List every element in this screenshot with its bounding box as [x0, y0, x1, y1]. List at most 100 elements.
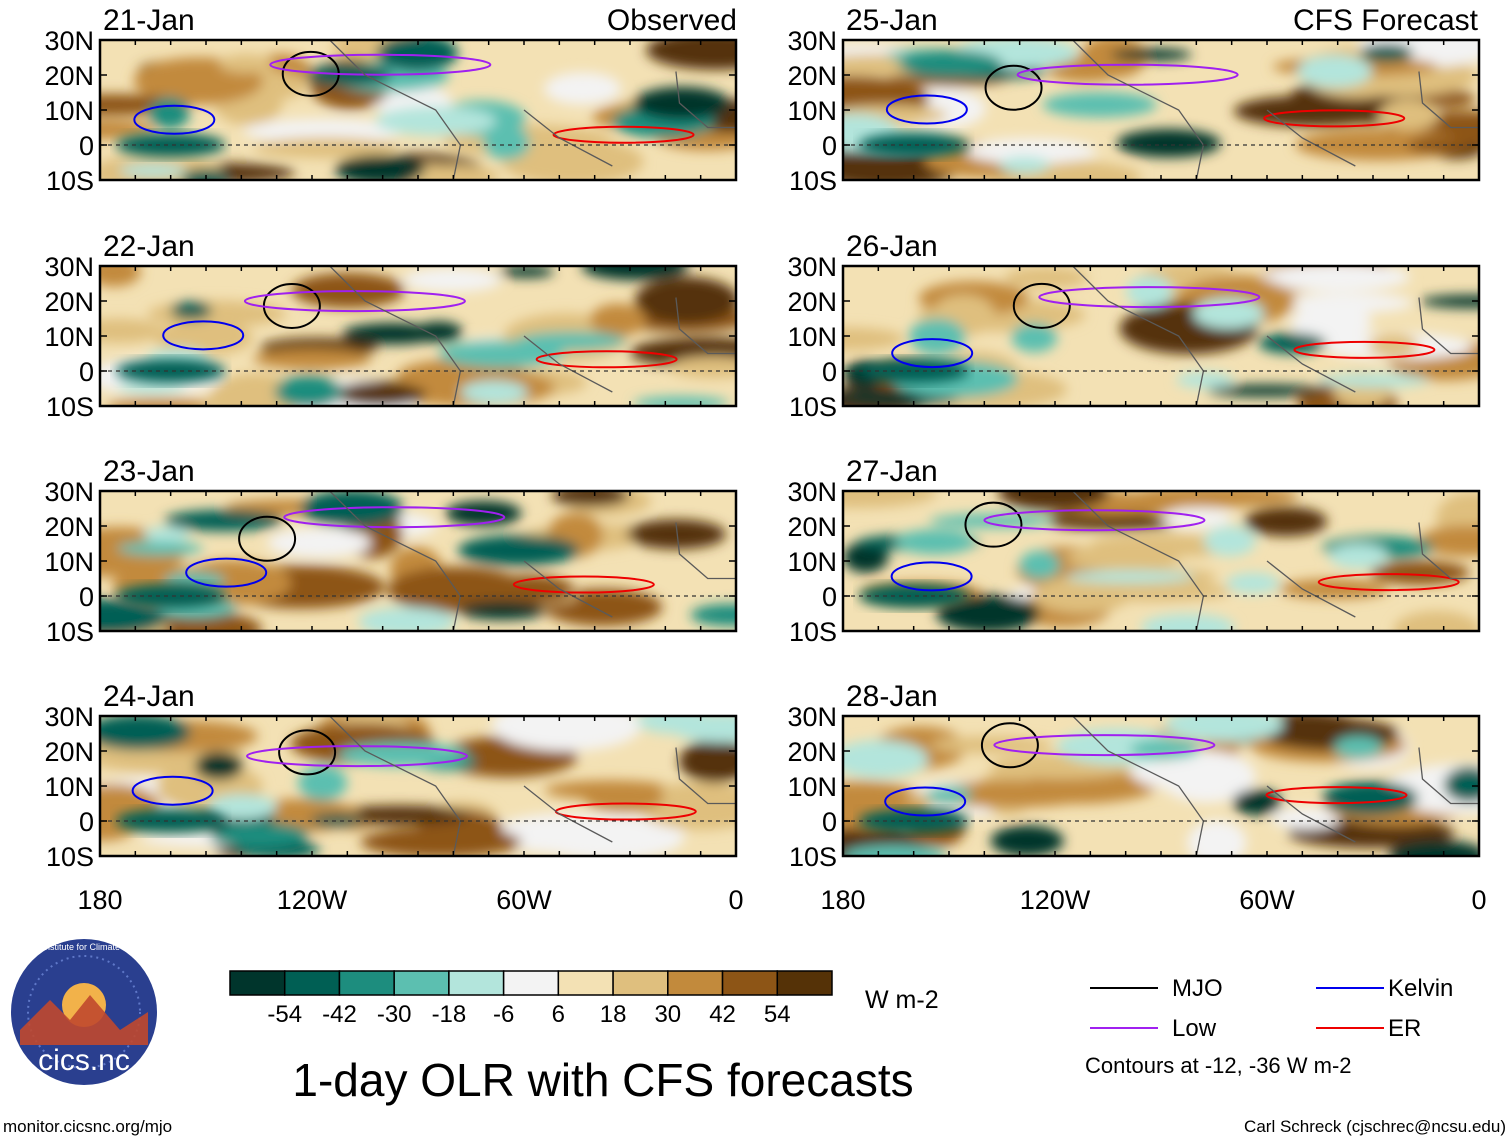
olr-convection-cell — [1140, 613, 1236, 631]
colorbar-level-label: 30 — [654, 1001, 681, 1028]
olr-convection-cell — [894, 529, 976, 555]
wave-contour — [891, 338, 974, 369]
olr-convection-cell — [1065, 570, 1195, 584]
coastline-africa — [675, 297, 736, 355]
wave-contour — [885, 94, 968, 125]
olr-field — [100, 716, 736, 856]
lat-tick-label: 0 — [822, 357, 837, 387]
olr-convection-cell — [843, 845, 947, 856]
wave-contour — [283, 506, 506, 529]
lat-tick-label: 10N — [787, 547, 837, 577]
olr-convection-cell — [843, 541, 889, 573]
panel-24-jan: 30N 20N 10N 0 10S 24-Jan — [44, 680, 738, 872]
olr-anomaly-cell — [100, 318, 165, 344]
olr-convection-cell — [1116, 129, 1221, 158]
coastline-americas — [1072, 266, 1205, 406]
olr-anomaly-cell — [646, 40, 736, 70]
colorbar-swatch — [283, 970, 341, 996]
olr-anomaly-cell — [1418, 525, 1479, 557]
olr-anomaly-cell — [1130, 491, 1300, 508]
coastline-americas — [1072, 491, 1205, 631]
lon-tick-label: 120W — [277, 885, 348, 915]
wave-contour — [1265, 786, 1408, 805]
olr-convection-cell — [115, 133, 226, 157]
olr-anomaly-cell — [387, 566, 528, 613]
colorbar-swatch — [229, 970, 286, 996]
lat-tick-label: 10S — [46, 842, 94, 872]
x-axis-labels: 180 120W 60W 0 180 120W 60W 0 — [77, 885, 1486, 915]
wave-contour — [1317, 573, 1460, 592]
lat-tick-label: 30N — [787, 252, 837, 282]
olr-convection-cell — [1019, 550, 1061, 580]
lat-tick-label: 10N — [44, 772, 94, 802]
olr-convection-cell — [115, 359, 226, 383]
lat-tick-label: 20N — [44, 287, 94, 317]
wave-contour — [133, 104, 216, 135]
lon-tick-label: 120W — [1020, 885, 1091, 915]
panel-21-jan: 30N 20N 10N 0 10S 21-Jan — [44, 4, 738, 196]
wave-contour — [983, 509, 1206, 532]
coastline-south-america — [1266, 560, 1356, 618]
panel-23-jan: 30N 20N 10N 0 10S 23-Jan — [44, 455, 738, 647]
olr-convection-cell — [1110, 48, 1193, 61]
olr-anomaly-cell — [843, 327, 905, 351]
olr-field — [100, 491, 736, 631]
lat-tick-label: 10N — [44, 96, 94, 126]
olr-convection-cell — [858, 133, 969, 157]
units-label: W m-2 — [865, 986, 939, 1014]
olr-anomaly-cell — [1162, 508, 1232, 529]
olr-field — [843, 491, 1479, 631]
olr-convection-cell — [194, 751, 243, 781]
olr-convection-cell — [170, 301, 212, 320]
lat-tick-label: 10S — [46, 617, 94, 647]
olr-convection-cell — [843, 740, 929, 778]
lat-tick-label: 0 — [79, 131, 94, 161]
olr-anomaly-cell — [1244, 506, 1328, 537]
olr-convection-cell — [164, 509, 283, 532]
olr-anomaly-cell — [934, 780, 1098, 808]
olr-anomaly-cell — [551, 491, 630, 507]
olr-anomaly-cell — [1393, 610, 1479, 631]
logo-text: cics.nc — [38, 1044, 130, 1077]
olr-field — [843, 40, 1479, 180]
olr-anomaly-cell — [491, 716, 642, 752]
lat-tick-label: 0 — [79, 807, 94, 837]
coastline-south-america — [1266, 785, 1356, 843]
olr-convection-cell — [1443, 766, 1479, 803]
olr-convection-cell — [457, 535, 580, 566]
olr-convection-cell — [1042, 92, 1158, 118]
olr-convection-cell — [458, 601, 547, 620]
wave-contour — [162, 320, 245, 351]
olr-convection-cell — [1328, 543, 1388, 569]
olr-field — [100, 266, 736, 406]
lat-tick-label: 30N — [44, 477, 94, 507]
olr-convection-cell — [342, 323, 443, 345]
olr-convection-cell — [1175, 372, 1234, 389]
olr-anomaly-cell — [583, 780, 665, 813]
olr-convection-cell — [115, 584, 226, 608]
lat-tick-label: 10N — [787, 772, 837, 802]
olr-anomaly-cell — [679, 739, 736, 783]
lat-tick-label: 10N — [44, 322, 94, 352]
author-credit: Carl Schreck (cjschrec@ncsu.edu) — [1244, 1117, 1506, 1136]
olr-convection-cell — [498, 266, 554, 278]
lat-tick-label: 0 — [822, 582, 837, 612]
olr-anomaly-cell — [106, 397, 212, 406]
panel-date-label: 23-Jan — [103, 455, 195, 488]
lat-tick-label: 20N — [44, 512, 94, 542]
panel-date-label: 28-Jan — [846, 680, 938, 713]
olr-convection-cell — [1334, 735, 1383, 759]
olr-convection-cell — [898, 50, 1003, 78]
olr-convection-cell — [1203, 526, 1256, 557]
legend-label-mjo: MJO — [1172, 975, 1223, 1002]
logo-inner-ring — [27, 955, 141, 1069]
olr-convection-cell — [358, 607, 456, 631]
colorbar-level-label: 18 — [600, 1001, 627, 1028]
coastline-africa — [1418, 522, 1479, 580]
olr-convection-cell — [990, 825, 1064, 856]
olr-convection-cell — [1419, 295, 1479, 308]
coastline-africa — [1418, 297, 1479, 355]
panel-25-jan: 30N 20N 10N 0 10S 25-Jan — [787, 4, 1481, 196]
olr-convection-cell — [1318, 373, 1429, 388]
